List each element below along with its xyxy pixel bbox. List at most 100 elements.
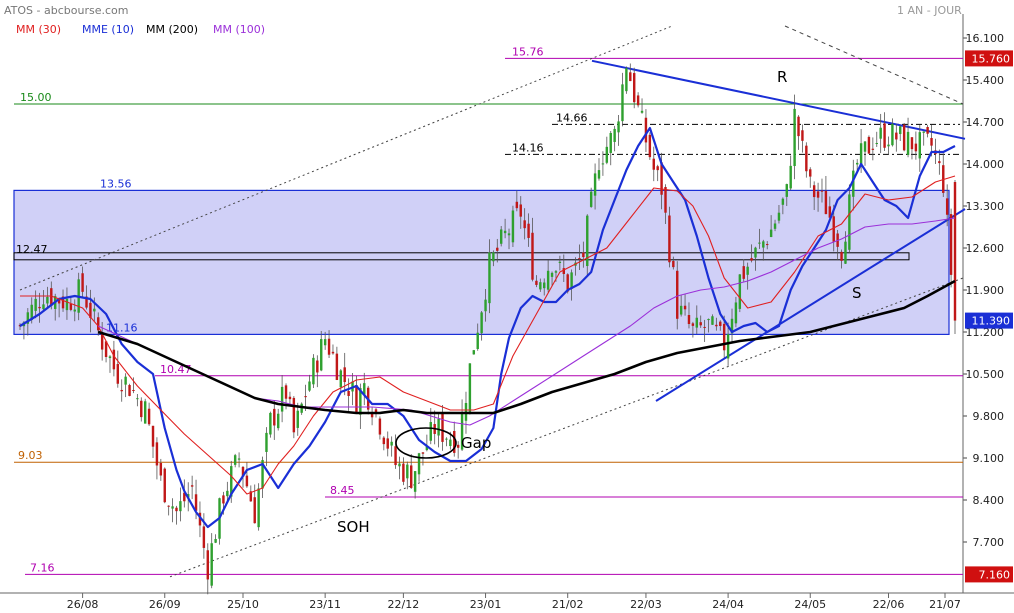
candle-body — [523, 220, 526, 229]
x-tick-label: 26/09 — [149, 598, 181, 611]
candle-body — [273, 408, 276, 426]
candle-body — [558, 261, 562, 263]
candle-body — [296, 410, 299, 428]
candle-body — [640, 110, 644, 113]
candle-body — [754, 247, 757, 258]
y-tick-label: 16.100 — [966, 32, 1005, 45]
x-tick-label: 22/03 — [630, 598, 662, 611]
candle-body — [562, 268, 565, 275]
candle-body — [644, 117, 648, 143]
candle-body — [828, 206, 832, 218]
candle-body — [198, 512, 202, 526]
candle-body — [429, 422, 432, 441]
candle-body — [777, 212, 781, 221]
candle-body — [875, 142, 878, 144]
candle-body — [781, 198, 785, 205]
candle-body — [586, 215, 589, 267]
candle-body — [899, 126, 902, 135]
level-label: 10.47 — [160, 363, 192, 376]
candle-body — [437, 418, 440, 436]
candle-body — [57, 298, 61, 304]
candle-body — [730, 318, 734, 334]
candle-body — [687, 315, 691, 325]
candle-body — [707, 318, 710, 321]
candle-body — [132, 389, 135, 391]
y-tick-label: 11.200 — [966, 326, 1005, 339]
candle-body — [621, 84, 624, 122]
candle-body — [785, 184, 788, 197]
level-label: 13.56 — [100, 177, 132, 190]
x-tick-label: 21/02 — [552, 598, 584, 611]
legend-mm100: MM (100) — [213, 23, 266, 36]
candle-body — [386, 438, 389, 449]
candle-body — [550, 272, 554, 277]
candle-body — [605, 146, 609, 163]
candle-body — [867, 136, 871, 154]
candle-body — [531, 232, 534, 280]
candle-body — [484, 299, 487, 312]
candle-body — [292, 397, 296, 433]
candle-body — [750, 258, 753, 261]
x-tick-label: 21/07 — [929, 598, 961, 611]
candle-body — [120, 389, 123, 392]
candle-body — [159, 462, 163, 476]
candle-body — [879, 127, 882, 139]
candle-body — [672, 261, 675, 268]
level-label: 7.16 — [30, 561, 55, 574]
candle-body — [288, 396, 292, 400]
candle-body — [566, 274, 569, 292]
candle-body — [793, 108, 796, 167]
candle-body — [719, 321, 722, 326]
candle-body — [257, 488, 260, 528]
candle-body — [816, 191, 820, 198]
candle-body — [726, 334, 730, 359]
price-tag — [965, 50, 1013, 67]
candle-body — [194, 494, 198, 511]
candle-body — [425, 446, 429, 451]
candle-body — [805, 145, 808, 172]
candle-body — [535, 280, 538, 285]
candle-body — [394, 446, 397, 466]
candle-body — [61, 296, 65, 309]
annotation-gap: Gap — [461, 434, 491, 452]
candle-body — [887, 144, 890, 147]
candle-body — [589, 191, 593, 207]
candle-body — [347, 390, 350, 396]
candle-body — [34, 298, 37, 311]
candle-body — [167, 505, 170, 507]
candle-body — [910, 137, 914, 150]
candle-body — [151, 425, 155, 447]
y-tick-label: 15.400 — [966, 74, 1005, 87]
candle-body — [738, 274, 742, 309]
candle-body — [871, 148, 875, 150]
candle-body — [65, 298, 69, 311]
x-tick-label: 26/08 — [67, 598, 99, 611]
candle-body — [206, 550, 209, 580]
candle-body — [441, 413, 444, 442]
candle-body — [327, 338, 331, 355]
candle-body — [378, 418, 382, 435]
candle-body — [456, 444, 460, 448]
candle-body — [863, 141, 867, 152]
candle-body — [734, 302, 738, 324]
dashed-resistance-line — [784, 25, 964, 105]
candle-body — [128, 385, 131, 396]
candle-body — [930, 137, 933, 146]
candle-body — [695, 317, 699, 328]
level-label: 9.03 — [18, 449, 43, 462]
series-mme-10- — [19, 126, 956, 529]
chart-period-label: 1 AN - JOUR — [897, 4, 962, 17]
candle-body — [852, 170, 855, 197]
candle-body — [488, 252, 491, 304]
candle-body — [703, 326, 706, 328]
candle-body — [155, 442, 159, 466]
candle-body — [175, 507, 178, 512]
candle-body — [503, 230, 507, 234]
candle-body — [316, 360, 319, 373]
candle-body — [762, 241, 765, 248]
candle-body — [81, 273, 84, 292]
candle-body — [460, 411, 464, 450]
candle-body — [69, 303, 73, 310]
candle-body — [636, 95, 640, 106]
candle-body — [711, 316, 714, 325]
